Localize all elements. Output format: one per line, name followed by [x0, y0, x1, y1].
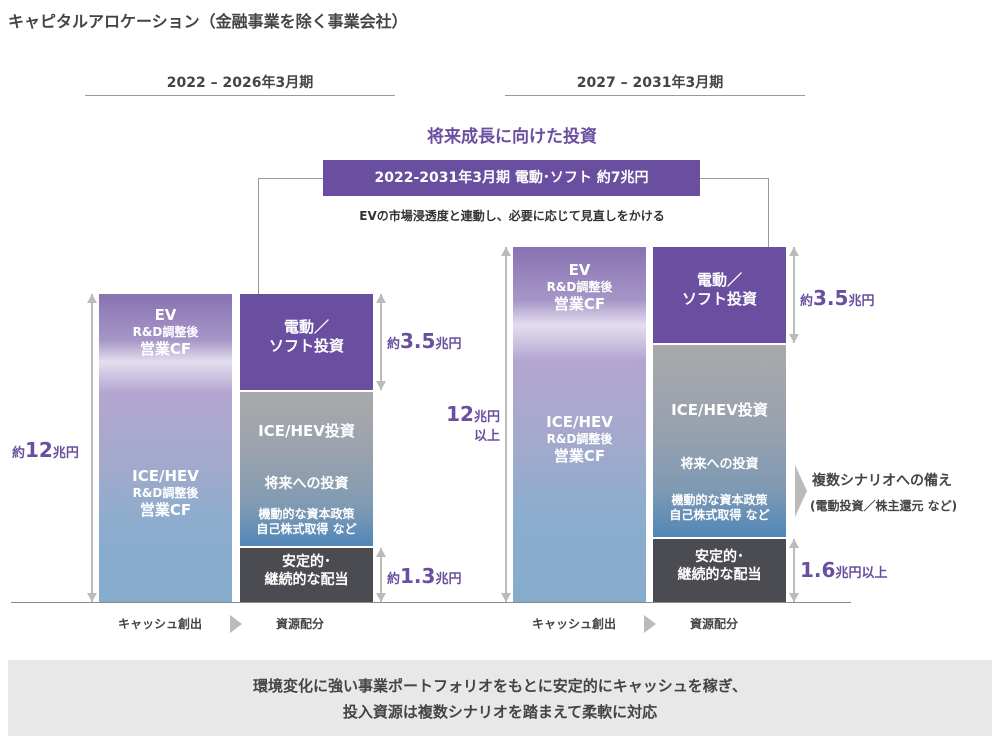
left-total: 約12兆円 [12, 438, 79, 462]
connector-line [258, 178, 323, 179]
ev-software-segment: 電動／ ソフト投資 [240, 294, 373, 390]
right-total: 12兆円 以上 [446, 402, 500, 444]
axis-label-cash: キャッシュ創出 [532, 617, 617, 631]
dividend-segment: 安定的･ 継続的な配当 [653, 539, 786, 602]
right-ev-amount: 約3.5兆円 [800, 286, 875, 310]
cash-generation-bar: EV R&D調整後 営業CF ICE/HEV R&D調整後 営業CF [99, 294, 232, 602]
summary-box: 環境変化に強い事業ポートフォリオをもとに安定的にキャッシュを稼ぎ、 投入資源は複… [8, 660, 992, 736]
left-dividend-amount: 約1.3兆円 [387, 564, 462, 588]
divider [85, 95, 395, 96]
connector-line [768, 178, 769, 258]
ev-amount-arrow [376, 294, 386, 390]
scenario-note: (電動投資／株主還元 など) [810, 499, 958, 513]
ev-amount-arrow [789, 247, 799, 343]
summary-line: 環境変化に強い事業ポートフォリオをもとに安定的にキャッシュを稼ぎ、 [253, 677, 747, 695]
future-box: 2022-2031年3月期 電動･ソフト 約7兆円 [323, 160, 700, 196]
chevron-right-icon [795, 465, 807, 517]
dividend-arrow [376, 548, 386, 602]
total-arrow [501, 247, 511, 602]
ice-hev-segment: ICE/HEV投資 将来への投資 機動的な資本政策 自己株式取得 など [240, 392, 373, 546]
divider [505, 95, 805, 96]
left-ev-amount: 約3.5兆円 [387, 329, 462, 353]
connector-line [700, 178, 768, 179]
summary-line: 投入資源は複数シナリオを踏まえて柔軟に対応 [342, 703, 658, 721]
scenario-title: 複数シナリオへの備え [812, 473, 952, 489]
arrow-right-icon [644, 615, 656, 633]
future-heading: 将来成長に向けた投資 [427, 127, 597, 147]
page-title: キャピタルアロケーション（金融事業を除く事業会社） [8, 12, 408, 31]
future-note: EVの市場浸透度と連動し、必要に応じて見直しをかける [359, 209, 665, 223]
total-arrow [87, 294, 97, 602]
right-dividend-amount: 1.6兆円以上 [800, 558, 888, 582]
baseline [481, 602, 851, 603]
period-left: 2022 – 2026年3月期 [166, 75, 314, 91]
axis-label-allocation: 資源配分 [276, 617, 325, 631]
cash-generation-bar: EV R&D調整後 営業CF ICE/HEV R&D調整後 営業CF [513, 247, 646, 602]
ice-hev-segment: ICE/HEV投資 将来への投資 機動的な資本政策 自己株式取得 など [653, 345, 786, 537]
connector-line [258, 178, 259, 304]
arrow-right-icon [230, 615, 242, 633]
axis-label-cash: キャッシュ創出 [118, 617, 203, 631]
dividend-segment: 安定的･ 継続的な配当 [240, 548, 373, 602]
axis-label-allocation: 資源配分 [690, 617, 739, 631]
dividend-arrow [789, 539, 799, 602]
ev-software-segment: 電動／ ソフト投資 [653, 247, 786, 343]
baseline [11, 602, 481, 603]
period-right: 2027 – 2031年3月期 [576, 75, 724, 91]
